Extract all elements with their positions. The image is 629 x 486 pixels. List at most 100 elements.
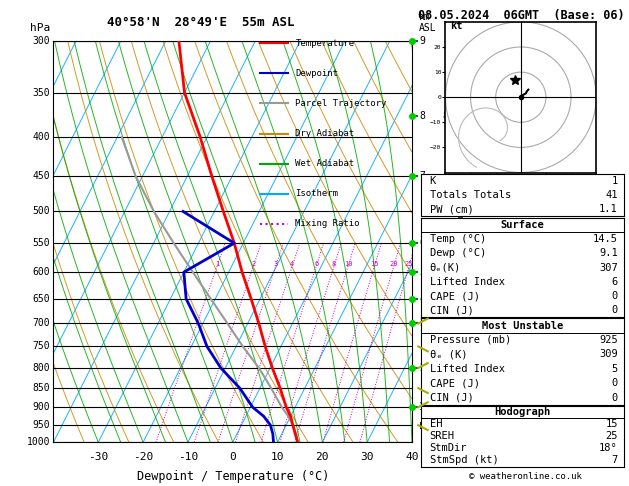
Text: 15: 15 [605, 419, 618, 429]
Text: 6: 6 [611, 277, 618, 287]
Text: 1: 1 [442, 402, 448, 412]
Text: 7: 7 [611, 455, 618, 466]
Text: © weatheronline.co.uk: © weatheronline.co.uk [469, 472, 582, 481]
Text: Mixing Ratio (g/kg): Mixing Ratio (g/kg) [455, 191, 464, 293]
Text: CAPE (J): CAPE (J) [430, 378, 479, 388]
Text: 0: 0 [611, 305, 618, 315]
Text: 800: 800 [32, 363, 50, 373]
Text: 450: 450 [32, 172, 50, 181]
Text: 0: 0 [611, 378, 618, 388]
Text: 600: 600 [32, 267, 50, 277]
Text: km
ASL: km ASL [419, 12, 437, 33]
Text: 8: 8 [442, 111, 448, 121]
Text: 20: 20 [389, 260, 398, 266]
Text: Temp (°C): Temp (°C) [430, 234, 486, 244]
Text: Totals Totals: Totals Totals [430, 190, 511, 200]
Text: 25: 25 [605, 431, 618, 441]
Text: 5: 5 [419, 267, 425, 277]
Text: CIN (J): CIN (J) [430, 305, 473, 315]
Text: 300: 300 [32, 36, 50, 46]
Text: Lifted Index: Lifted Index [430, 364, 504, 374]
Text: StmDir: StmDir [430, 443, 467, 453]
Text: 650: 650 [32, 294, 50, 304]
Text: 350: 350 [32, 87, 50, 98]
Text: 25: 25 [404, 260, 413, 266]
Text: 30: 30 [360, 452, 374, 462]
Text: 4: 4 [419, 294, 425, 304]
Text: 500: 500 [32, 207, 50, 216]
Text: SREH: SREH [430, 431, 455, 441]
Text: Temperature: Temperature [296, 39, 355, 48]
Text: 400: 400 [32, 132, 50, 142]
Text: 08.05.2024  06GMT  (Base: 06): 08.05.2024 06GMT (Base: 06) [418, 9, 625, 22]
Text: kt: kt [450, 21, 463, 32]
Text: hPa: hPa [30, 23, 50, 33]
Text: Isotherm: Isotherm [296, 189, 338, 198]
Text: 950: 950 [32, 420, 50, 430]
Text: 1000: 1000 [26, 437, 50, 447]
Text: 1.1: 1.1 [599, 204, 618, 214]
Text: 14.5: 14.5 [593, 234, 618, 244]
Text: 3: 3 [442, 318, 448, 329]
Text: 40: 40 [405, 452, 419, 462]
Text: 0: 0 [230, 452, 236, 462]
Text: Pressure (mb): Pressure (mb) [430, 335, 511, 345]
Text: Dry Adiabat: Dry Adiabat [296, 129, 355, 138]
Text: EH: EH [430, 419, 442, 429]
Text: 4: 4 [290, 260, 294, 266]
Text: 8: 8 [331, 260, 336, 266]
Text: Dewpoint: Dewpoint [296, 69, 338, 78]
Text: LCL: LCL [419, 422, 435, 432]
Text: 6: 6 [442, 238, 448, 248]
Text: 9.1: 9.1 [599, 248, 618, 259]
Text: 3: 3 [274, 260, 278, 266]
Text: 40°58'N  28°49'E  55m ASL: 40°58'N 28°49'E 55m ASL [107, 17, 295, 29]
Text: 850: 850 [32, 383, 50, 393]
Text: 2: 2 [419, 363, 425, 373]
Text: 8: 8 [419, 111, 425, 121]
Text: 2: 2 [442, 363, 448, 373]
Text: PW (cm): PW (cm) [430, 204, 473, 214]
Text: 20: 20 [316, 452, 329, 462]
Text: 925: 925 [599, 335, 618, 345]
Text: 15: 15 [370, 260, 379, 266]
Text: -10: -10 [178, 452, 198, 462]
Text: 309: 309 [599, 349, 618, 359]
Text: Dewpoint / Temperature (°C): Dewpoint / Temperature (°C) [136, 470, 329, 483]
Text: 0: 0 [611, 393, 618, 402]
Text: 307: 307 [599, 262, 618, 273]
Text: StmSpd (kt): StmSpd (kt) [430, 455, 498, 466]
Text: 2: 2 [251, 260, 255, 266]
Text: Dewp (°C): Dewp (°C) [430, 248, 486, 259]
Text: 5: 5 [442, 267, 448, 277]
Text: 41: 41 [605, 190, 618, 200]
Text: θₑ (K): θₑ (K) [430, 349, 467, 359]
Text: CIN (J): CIN (J) [430, 393, 473, 402]
Text: Parcel Trajectory: Parcel Trajectory [296, 99, 387, 108]
Text: 750: 750 [32, 342, 50, 351]
Text: 900: 900 [32, 402, 50, 412]
Text: 3: 3 [419, 318, 425, 329]
Text: 700: 700 [32, 318, 50, 329]
Text: K: K [430, 175, 436, 186]
Text: Hodograph: Hodograph [494, 407, 551, 417]
Text: Most Unstable: Most Unstable [482, 321, 564, 330]
Text: Mixing Ratio: Mixing Ratio [296, 219, 360, 228]
Text: -30: -30 [88, 452, 108, 462]
Text: CAPE (J): CAPE (J) [430, 291, 479, 301]
Text: 0: 0 [611, 291, 618, 301]
Text: θₑ(K): θₑ(K) [430, 262, 461, 273]
Text: 18°: 18° [599, 443, 618, 453]
Text: Lifted Index: Lifted Index [430, 277, 504, 287]
Text: 5: 5 [611, 364, 618, 374]
Text: 6: 6 [314, 260, 318, 266]
Text: 9: 9 [419, 36, 425, 46]
Text: 4: 4 [442, 294, 448, 304]
Text: 550: 550 [32, 238, 50, 248]
Text: 10: 10 [343, 260, 352, 266]
Text: 1: 1 [215, 260, 219, 266]
Text: Surface: Surface [501, 220, 545, 230]
Text: 1: 1 [611, 175, 618, 186]
Text: Wet Adiabat: Wet Adiabat [296, 159, 355, 168]
Text: -20: -20 [133, 452, 153, 462]
